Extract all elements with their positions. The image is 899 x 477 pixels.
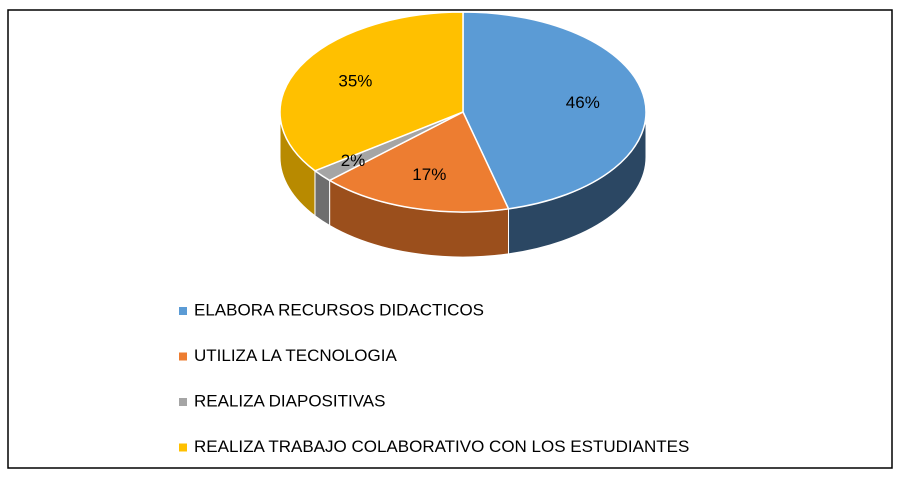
data-label: 46% (566, 93, 600, 112)
slice (462, 11, 647, 210)
data-label: 17% (412, 165, 446, 184)
legend-label: UTILIZA LA TECNOLOGIA (194, 346, 397, 365)
data-label: 35% (338, 72, 372, 91)
legend-swatch (179, 443, 187, 452)
slice (279, 11, 464, 172)
slice (328, 110, 510, 213)
legend-label: ELABORA RECURSOS DIDACTICOS (194, 300, 484, 319)
legend-label: REALIZA DIAPOSITIVAS (194, 391, 385, 410)
legend-swatch (179, 307, 187, 315)
legend-swatch (179, 352, 187, 361)
data-label: 2% (341, 151, 366, 170)
legend-swatch (179, 398, 187, 406)
legend-label: REALIZA TRABAJO COLABORATIVO CON LOS EST… (194, 437, 689, 456)
